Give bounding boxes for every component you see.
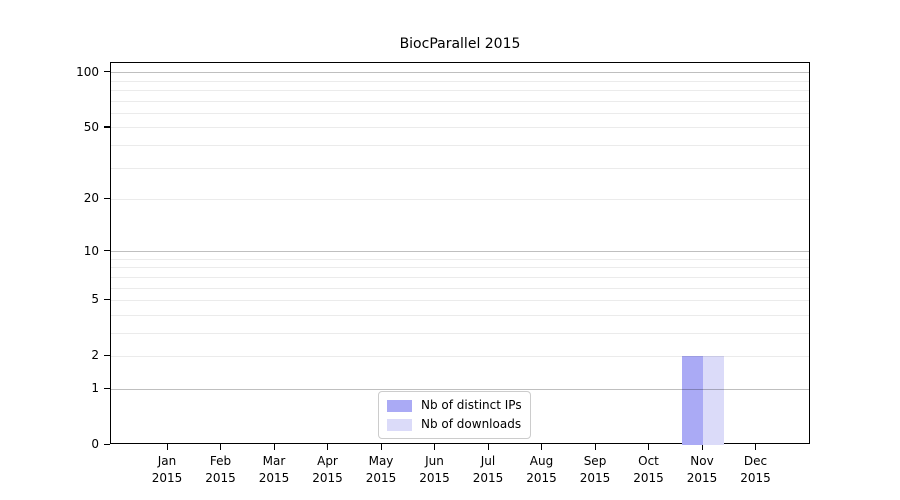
y-tick-label: 100 <box>76 64 99 79</box>
gridline-minor <box>111 90 809 92</box>
legend: Nb of distinct IPs Nb of downloads <box>378 391 531 439</box>
plot-area: Nb of distinct IPs Nb of downloads <box>110 62 810 445</box>
x-tick-mark <box>648 444 650 450</box>
legend-swatch-distinct-ips <box>387 399 412 412</box>
x-tick-mark <box>541 444 543 450</box>
gridline-major <box>111 72 809 74</box>
x-tick-mark <box>701 444 703 450</box>
gridline-minor <box>111 355 809 357</box>
x-tick-mark <box>166 444 168 450</box>
x-tick-label-mar: Mar 2015 <box>258 454 290 485</box>
x-tick-mark <box>434 444 436 450</box>
gridline-minor <box>111 144 809 146</box>
gridline-major <box>111 251 809 253</box>
y-tick-mark <box>104 71 110 73</box>
y-tick-mark <box>104 387 110 389</box>
x-tick-label-oct: Oct 2015 <box>633 454 664 485</box>
x-tick-label-nov: Nov 2015 <box>686 454 718 485</box>
gridline-minor <box>111 332 809 334</box>
x-tick-label-sep: Sep 2015 <box>579 454 611 485</box>
x-tick-label-apr: Apr 2015 <box>312 454 343 485</box>
x-tick-mark <box>755 444 757 450</box>
gridline-minor <box>111 258 809 260</box>
x-tick-mark <box>380 444 382 450</box>
x-tick-label-dec: Dec 2015 <box>740 454 771 485</box>
gridline-minor <box>111 276 809 278</box>
legend-item-downloads: Nb of downloads <box>387 415 522 434</box>
x-tick-mark <box>594 444 596 450</box>
y-tick-label: 50 <box>83 119 99 134</box>
legend-swatch-downloads <box>387 418 412 431</box>
x-tick-mark <box>487 444 489 450</box>
x-tick-mark <box>327 444 329 450</box>
y-tick-label: 10 <box>83 243 99 258</box>
x-tick-label-jan: Jan 2015 <box>151 454 183 485</box>
gridline-minor <box>111 100 809 102</box>
y-tick-mark <box>104 443 110 445</box>
y-tick-mark <box>104 197 110 200</box>
y-tick-mark <box>104 250 110 252</box>
x-tick-label-jul: Jul 2015 <box>472 454 504 485</box>
chart-title: BiocParallel 2015 <box>399 36 521 52</box>
gridline-minor <box>111 287 809 289</box>
gridline-minor <box>111 127 809 129</box>
y-tick-mark <box>104 354 110 357</box>
bar-distinct-ips-nov-2015 <box>682 356 703 445</box>
x-tick-mark <box>273 444 275 450</box>
x-tick-label-may: May 2015 <box>365 454 397 485</box>
x-tick-mark <box>220 444 222 450</box>
y-tick-label: 0 <box>91 437 99 451</box>
y-tick-label: 1 <box>91 381 99 396</box>
gridline-minor <box>111 112 809 114</box>
x-tick-label-aug: Aug 2015 <box>526 454 557 485</box>
x-tick-label-feb: Feb 2015 <box>205 454 236 485</box>
legend-label-downloads: Nb of downloads <box>421 417 522 431</box>
y-tick-label: 5 <box>91 292 99 307</box>
gridline-minor <box>111 267 809 269</box>
y-tick-label: 2 <box>91 348 99 363</box>
y-tick-mark <box>104 126 110 128</box>
legend-item-distinct-ips: Nb of distinct IPs <box>387 396 522 415</box>
gridline-minor <box>111 314 809 316</box>
gridline-minor <box>111 198 809 200</box>
legend-label-distinct-ips: Nb of distinct IPs <box>421 398 522 412</box>
gridline-minor <box>111 299 809 301</box>
gridline-minor <box>111 80 809 82</box>
bar-downloads-nov-2015 <box>703 356 724 445</box>
x-tick-label-jun: Jun 2015 <box>419 454 450 485</box>
gridline-major <box>111 388 809 390</box>
y-tick-mark <box>104 298 110 301</box>
y-tick-label: 20 <box>83 191 99 206</box>
gridline-minor <box>111 167 809 169</box>
